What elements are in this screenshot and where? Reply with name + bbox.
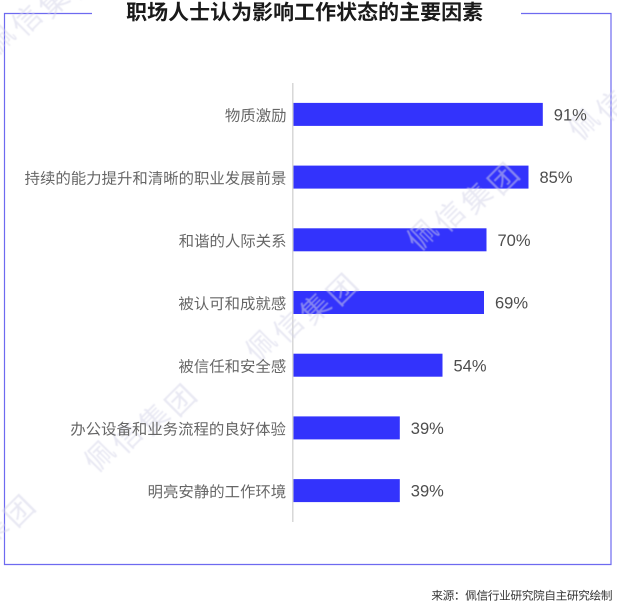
svg-text:54%: 54% [454,357,487,375]
svg-text:39%: 39% [411,420,444,438]
svg-text:69%: 69% [495,295,528,313]
svg-text:70%: 70% [498,232,531,250]
svg-text:91%: 91% [554,107,587,125]
svg-text:85%: 85% [540,169,573,187]
svg-text:39%: 39% [411,483,444,501]
